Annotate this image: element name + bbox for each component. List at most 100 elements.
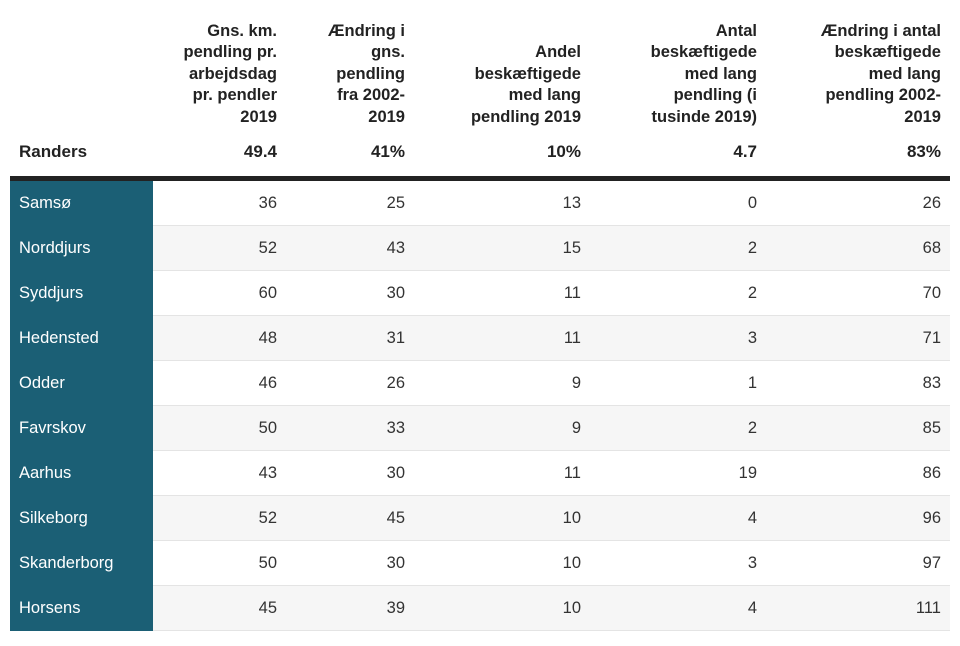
- column-header-count-long: Antal beskæftigede med lang pendling (i tusi…: [590, 0, 766, 128]
- column-header-municipality: [10, 0, 153, 128]
- table-row: Samsø 36 25 13 0 26: [10, 178, 950, 226]
- summary-value: 49.4: [153, 128, 286, 181]
- table-cell: 39: [286, 585, 414, 631]
- table-cell: 4: [590, 495, 766, 541]
- column-header-line: 2019: [904, 107, 941, 126]
- column-header-avg-km: Gns. km. pendling pr. arbejdsdag pr. pendle…: [153, 0, 286, 128]
- table-cell: 0: [590, 178, 766, 226]
- table-row: Syddjurs 60 30 11 2 70: [10, 270, 950, 316]
- table-cell: 36: [153, 178, 286, 226]
- table-cell: 3: [590, 315, 766, 361]
- table-cell: 31: [286, 315, 414, 361]
- table-cell: 85: [766, 405, 950, 451]
- table-cell: 33: [286, 405, 414, 451]
- summary-value: 83%: [766, 128, 950, 181]
- column-header-line: med lang: [868, 64, 941, 83]
- table-cell: 2: [590, 405, 766, 451]
- column-header-line: Andel: [535, 43, 581, 61]
- table-cell: 71: [766, 315, 950, 361]
- table-body: Samsø 36 25 13 0 26 Norddjurs 52 43 15 2 68 Syddjurs…: [10, 178, 950, 631]
- column-header-line: med lang: [684, 64, 757, 83]
- table-cell: 1: [590, 360, 766, 406]
- column-header-line: tusinde 2019): [651, 107, 757, 126]
- table-row: Horsens 45 39 10 4 111: [10, 585, 950, 631]
- table-cell: 2: [590, 225, 766, 271]
- data-table-container: Gns. km. pendling pr. arbejdsdag pr. pendle…: [10, 0, 950, 631]
- table-cell: 30: [286, 540, 414, 586]
- column-header-line: 2019: [368, 107, 405, 126]
- column-header-line: beskæftigede: [834, 43, 941, 61]
- table-cell: 68: [766, 225, 950, 271]
- municipality-name: Favrskov: [10, 405, 153, 451]
- table-cell: 52: [153, 225, 286, 271]
- table-cell: 30: [286, 270, 414, 316]
- table-cell: 60: [153, 270, 286, 316]
- table-cell: 4: [590, 585, 766, 631]
- table-cell: 15: [414, 225, 590, 271]
- table-cell: 43: [153, 450, 286, 496]
- table-cell: 50: [153, 405, 286, 451]
- table-cell: 11: [414, 315, 590, 361]
- column-header-line: beskæftigede: [650, 43, 757, 61]
- table-row: Favrskov 50 33 9 2 85: [10, 405, 950, 451]
- table-cell: 96: [766, 495, 950, 541]
- municipality-name: Silkeborg: [10, 495, 153, 541]
- municipality-name: Syddjurs: [10, 270, 153, 316]
- commuting-table: Gns. km. pendling pr. arbejdsdag pr. pendle…: [10, 0, 950, 631]
- table-cell: 3: [590, 540, 766, 586]
- column-header-line: pendling 2019: [470, 107, 581, 126]
- table-cell: 26: [766, 178, 950, 226]
- table-cell: 11: [414, 270, 590, 316]
- municipality-name: Samsø: [10, 178, 153, 226]
- table-cell: 30: [286, 450, 414, 496]
- table-cell: 9: [414, 405, 590, 451]
- table-cell: 11: [414, 450, 590, 496]
- table-cell: 45: [286, 495, 414, 541]
- table-cell: 48: [153, 315, 286, 361]
- column-header-line: Antal: [715, 21, 757, 40]
- summary-value: 4.7: [590, 128, 766, 181]
- table-cell: 52: [153, 495, 286, 541]
- municipality-name: Horsens: [10, 585, 153, 631]
- header-row: Gns. km. pendling pr. arbejdsdag pr. pendle…: [10, 0, 950, 128]
- table-cell: 25: [286, 178, 414, 226]
- column-header-line: Ændring i antal: [820, 21, 941, 40]
- table-cell: 26: [286, 360, 414, 406]
- table-cell: 111: [766, 585, 950, 631]
- column-header-line: Gns. km.: [207, 21, 277, 40]
- table-cell: 97: [766, 540, 950, 586]
- summary-name: Randers: [10, 128, 153, 181]
- table-row: Silkeborg 52 45 10 4 96: [10, 495, 950, 541]
- table-row: Hedensted 48 31 11 3 71: [10, 315, 950, 361]
- column-header-change-count: Ændring i antal beskæftigede med lang pendl…: [766, 0, 950, 128]
- column-header-line: pr. pendler: [192, 86, 277, 104]
- table-cell: 19: [590, 450, 766, 496]
- table-row: Norddjurs 52 43 15 2 68: [10, 225, 950, 271]
- table-cell: 50: [153, 540, 286, 586]
- table-cell: 10: [414, 495, 590, 541]
- column-header-line: beskæftigede: [474, 64, 581, 83]
- table-cell: 86: [766, 450, 950, 496]
- column-header-line: pendling pr.: [183, 43, 278, 61]
- column-header-line: pendling: [336, 64, 405, 83]
- table-cell: 43: [286, 225, 414, 271]
- table-row: Aarhus 43 30 11 19 86: [10, 450, 950, 496]
- column-header-line: Ændring i: [328, 21, 405, 40]
- table-cell: 70: [766, 270, 950, 316]
- municipality-name: Skanderborg: [10, 540, 153, 586]
- table-row: Skanderborg 50 30 10 3 97: [10, 540, 950, 586]
- municipality-name: Odder: [10, 360, 153, 406]
- table-cell: 45: [153, 585, 286, 631]
- table-cell: 9: [414, 360, 590, 406]
- table-cell: 10: [414, 540, 590, 586]
- summary-row: Randers 49.4 41% 10% 4.7 83%: [10, 128, 950, 181]
- table-cell: 46: [153, 360, 286, 406]
- column-header-share-long: Andel beskæftigede med lang pendling 2019: [414, 0, 590, 128]
- column-header-line: med lang: [508, 86, 581, 104]
- table-cell: 83: [766, 360, 950, 406]
- municipality-name: Hedensted: [10, 315, 153, 361]
- municipality-name: Norddjurs: [10, 225, 153, 271]
- table-cell: 10: [414, 585, 590, 631]
- column-header-line: pendling (i: [673, 86, 757, 104]
- column-header-line: 2019: [240, 107, 277, 126]
